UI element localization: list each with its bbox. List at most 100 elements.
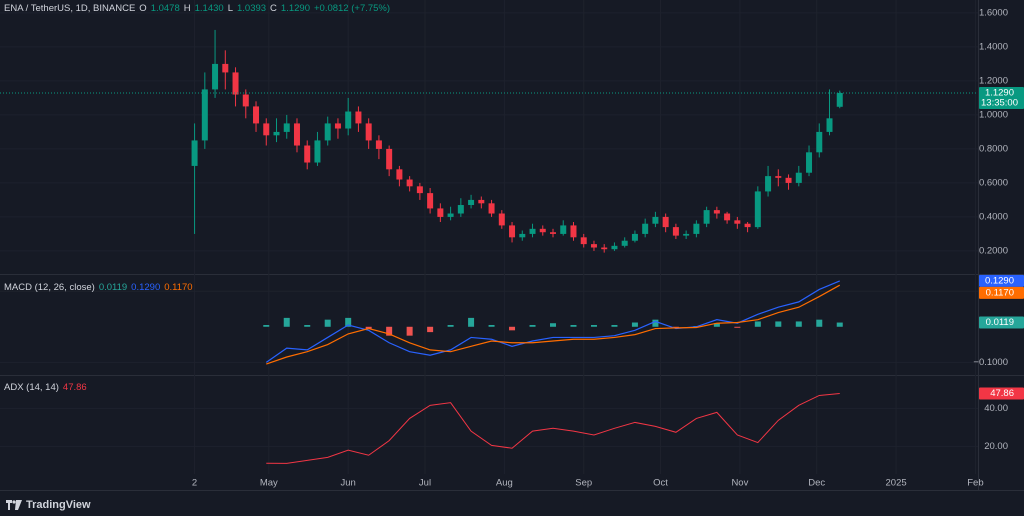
y-tick-label: 0.2000 (979, 245, 1008, 256)
candle-body (365, 123, 372, 141)
x-tick-label: Nov (731, 478, 748, 489)
candle-body (519, 233, 526, 238)
histogram-bar (488, 325, 495, 327)
candle-body (416, 186, 423, 194)
ohlc-value: 1.0393 (236, 3, 267, 14)
macd-line (265, 280, 840, 363)
x-tick-label: 2 (192, 478, 197, 489)
candle-body (734, 220, 741, 224)
x-tick-label: Jun (341, 478, 356, 489)
histogram-bar (529, 325, 536, 327)
candle-body (232, 72, 239, 95)
y-tick-label: 1.6000 (979, 7, 1008, 18)
candle-body (683, 233, 690, 236)
candle-body (795, 172, 802, 183)
candle-body (498, 213, 505, 226)
candle-body (334, 123, 341, 129)
y-tick-label: 0.4000 (979, 211, 1008, 222)
histogram-bar (590, 325, 597, 327)
candle-body (806, 152, 813, 173)
ohlc-key: C (270, 3, 277, 14)
signal-badge: 0.1170 (986, 287, 1014, 298)
histogram-bar (386, 326, 393, 336)
price-legend: ENA / TetherUS, 1D, BINANCE O 1.0478 H 1.14… (4, 3, 390, 14)
brand-name: TradingView (26, 499, 91, 511)
candle-body (693, 223, 700, 234)
x-tick-label: Jul (419, 478, 431, 489)
candle-body (457, 205, 464, 214)
adx-line (266, 392, 840, 464)
x-tick-label: Dec (808, 478, 825, 489)
x-tick-label: Sep (575, 478, 592, 489)
signal-badge-bg (979, 286, 1024, 299)
y-tick-label: 1.4000 (979, 41, 1008, 52)
candle-body (611, 245, 618, 250)
candle-body (703, 210, 710, 224)
candle-body (539, 228, 546, 233)
candle-body (324, 123, 331, 141)
histogram-bar (447, 325, 454, 327)
candle-body (529, 228, 536, 234)
y-tick-label: −0.1000 (973, 357, 1008, 368)
candle-body (785, 177, 792, 183)
y-tick-label: 40.00 (984, 403, 1008, 414)
candle-body (672, 227, 679, 236)
adx-legend: ADX (14, 14) 47.86 (4, 382, 87, 393)
candle-body (754, 191, 761, 228)
histogram-bar (509, 326, 516, 331)
histogram-bar (611, 325, 618, 327)
histogram-bar (406, 326, 413, 336)
candle-body (560, 225, 567, 234)
candle-body (550, 232, 557, 234)
x-tick-label: May (260, 478, 278, 489)
histogram-bar (304, 325, 311, 327)
candle-body (468, 199, 475, 206)
histogram-bar (345, 317, 352, 327)
histogram-bar (468, 317, 475, 327)
ohlc-value: 1.1430 (194, 3, 224, 14)
y-tick-label: 0.8000 (979, 143, 1008, 154)
last-price-label: 1.1290 (985, 88, 1014, 99)
candle-body (713, 210, 720, 214)
histogram-bar (263, 325, 270, 327)
adx-badge-bg (979, 387, 1024, 400)
candle-body (314, 140, 321, 163)
candle-body (447, 213, 454, 217)
ohlc-key: L (227, 3, 233, 14)
candle-body (304, 145, 311, 163)
change: +0.0812 (+7.75%) (313, 3, 391, 14)
candle-body (826, 118, 833, 132)
macd-value: 0.1290 (131, 282, 161, 293)
ohlc-value: 1.0478 (150, 3, 180, 14)
candle-body (509, 225, 516, 238)
candle-body (345, 111, 352, 129)
candle-body (478, 199, 485, 204)
candle-body (631, 233, 638, 241)
candle-body (580, 237, 587, 245)
candle-body (816, 131, 823, 153)
candle-body (375, 140, 382, 149)
candle-body (775, 176, 782, 178)
x-tick-label: 2025 (886, 478, 907, 489)
hist-badge-bg (979, 316, 1024, 329)
candle-body (242, 94, 249, 107)
candle-body (744, 223, 751, 228)
histogram-bar (365, 326, 372, 329)
candle-body (222, 63, 229, 73)
histogram-bar (283, 317, 290, 327)
candle-body (386, 148, 393, 170)
histogram-bar (734, 326, 741, 328)
histogram-bar (550, 323, 557, 327)
candle-body (263, 123, 270, 136)
macd-legend: MACD (12, 26, close) 0.0119 0.1290 0.117… (4, 282, 193, 293)
candle-body (621, 240, 628, 246)
symbol-title: ENA / TetherUS, 1D, BINANCE (4, 3, 136, 14)
countdown: 13:35:00 (981, 98, 1018, 109)
histogram-bar (775, 321, 782, 327)
y-tick-label: 20.00 (984, 441, 1008, 452)
last-price-badge (979, 86, 1024, 109)
adx-title: ADX (14, 14) (4, 382, 59, 393)
